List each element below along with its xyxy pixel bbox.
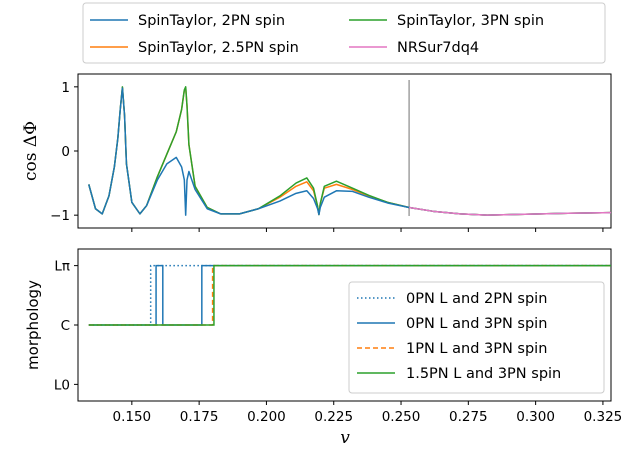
top-legend-label: SpinTaylor, 2PN spin <box>138 13 285 29</box>
bottom-xtick-label: 0.325 <box>584 409 623 425</box>
bottom-xlabel: v <box>340 428 350 448</box>
bottom-xtick-label: 0.200 <box>247 409 286 425</box>
top-legend-entry: NRSur7dq4 <box>349 40 479 56</box>
bottom-legend-box <box>348 281 605 394</box>
top-legend: SpinTaylor, 2PN spin SpinTaylor, 2.5PN sp… <box>82 2 606 64</box>
top-series-line <box>88 86 612 216</box>
top-legend-box <box>82 2 606 64</box>
top-ytick-label: 1 <box>61 80 70 96</box>
top-series-line <box>88 87 612 216</box>
bottom-legend-entry: 0PN L and 3PN spin <box>357 316 547 332</box>
bottom-legend-label: 0PN L and 2PN spin <box>406 291 547 307</box>
top-series-line <box>408 206 612 216</box>
bottom-ytick-label: L0 <box>54 377 70 393</box>
bottom-series-line <box>88 264 611 326</box>
top-legend-label: NRSur7dq4 <box>397 40 479 56</box>
bottom-ytick-label: C <box>61 318 70 334</box>
bottom-xtick-label: 0.150 <box>113 409 152 425</box>
bottom-xtick-label: 0.300 <box>516 409 555 425</box>
top-legend-entry: SpinTaylor, 2PN spin <box>90 13 285 29</box>
top-axes: −1 0 1 cos ΔΦ <box>21 73 612 232</box>
bottom-xtick-label: 0.250 <box>382 409 421 425</box>
top-legend-entry: SpinTaylor, 2.5PN spin <box>90 40 299 56</box>
bottom-xtick-label: 0.275 <box>449 409 488 425</box>
bottom-xtick-label: 0.175 <box>180 409 219 425</box>
bottom-legend-label: 1PN L and 3PN spin <box>406 341 547 357</box>
bottom-legend-entry: 0PN L and 2PN spin <box>357 291 547 307</box>
bottom-legend: 0PN L and 2PN spin 0PN L and 3PN spin 1PN … <box>348 281 605 394</box>
top-ylabel: cos ΔΦ <box>21 121 41 181</box>
bottom-legend-label: 1.5PN L and 3PN spin <box>406 366 561 382</box>
top-series-line <box>88 86 612 216</box>
bottom-series-line <box>88 264 611 326</box>
bottom-axes: L0 C Lπ 0.150 0.175 0.200 0.225 0.250 0.275 0.30… <box>24 248 623 448</box>
bottom-ylabel: morphology <box>24 280 42 370</box>
bottom-xtick-label: 0.225 <box>314 409 353 425</box>
top-ytick-label: 0 <box>61 144 70 160</box>
bottom-legend-entry: 1PN L and 3PN spin <box>357 341 547 357</box>
top-axes-frame <box>77 73 612 229</box>
bottom-legend-entry: 1.5PN L and 3PN spin <box>357 366 561 382</box>
bottom-series-line <box>88 264 611 326</box>
top-legend-entry: SpinTaylor, 3PN spin <box>349 13 544 29</box>
top-ytick-label: −1 <box>50 208 70 224</box>
bottom-legend-label: 0PN L and 3PN spin <box>406 316 547 332</box>
bottom-ytick-label: Lπ <box>54 259 70 275</box>
top-legend-label: SpinTaylor, 2.5PN spin <box>138 40 299 56</box>
top-legend-label: SpinTaylor, 3PN spin <box>397 13 544 29</box>
